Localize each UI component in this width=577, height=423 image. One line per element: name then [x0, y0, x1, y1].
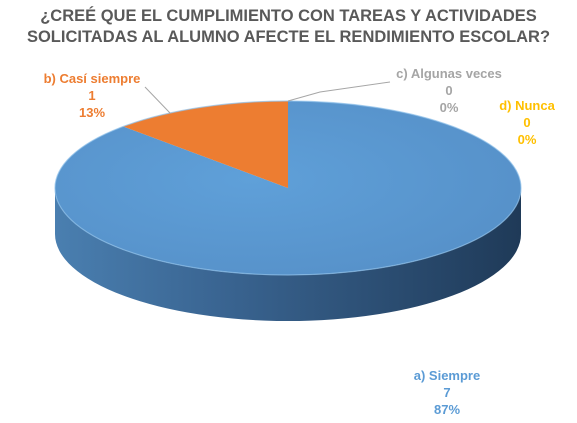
data-label-value-3: 0: [445, 83, 452, 98]
data-label-value-4: 0: [523, 115, 530, 130]
data-label-value-1: 7: [443, 385, 450, 400]
data-label-percent-2: 13%: [79, 105, 105, 120]
data-label-name-1: a) Siempre: [414, 368, 480, 383]
leader-lines: [144, 81, 391, 114]
data-label-percent-3: 0%: [440, 100, 459, 115]
data-label-value-2: 1: [88, 88, 95, 103]
data-labels: a) Siempre 7 87% b) Casí siempre 1 13% c) Algu…: [44, 66, 556, 417]
pie-slice-2: [123, 101, 289, 188]
data-label-percent-1: 87%: [434, 402, 460, 417]
leader-line-2: [144, 86, 171, 114]
chart-title-line-2: SOLICITADAS AL ALUMNO AFECTE EL RENDIMIE…: [26, 28, 551, 46]
data-label-name-3: c) Algunas veces: [396, 66, 502, 81]
leader-line-3: [287, 81, 391, 102]
pie-layer: [54, 100, 522, 321]
chart-title: ¿CREÉ QUE EL CUMPLIMIENTO CON TAREAS Y A…: [0, 6, 577, 48]
pie-side-1: [55, 188, 521, 321]
data-label-percent-4: 0%: [518, 132, 537, 147]
data-label-name-4: d) Nunca: [499, 98, 555, 113]
data-label-name-2: b) Casí siempre: [44, 71, 141, 86]
chart-title-line-1: ¿CREÉ QUE EL CUMPLIMIENTO CON TAREAS Y A…: [40, 7, 537, 25]
